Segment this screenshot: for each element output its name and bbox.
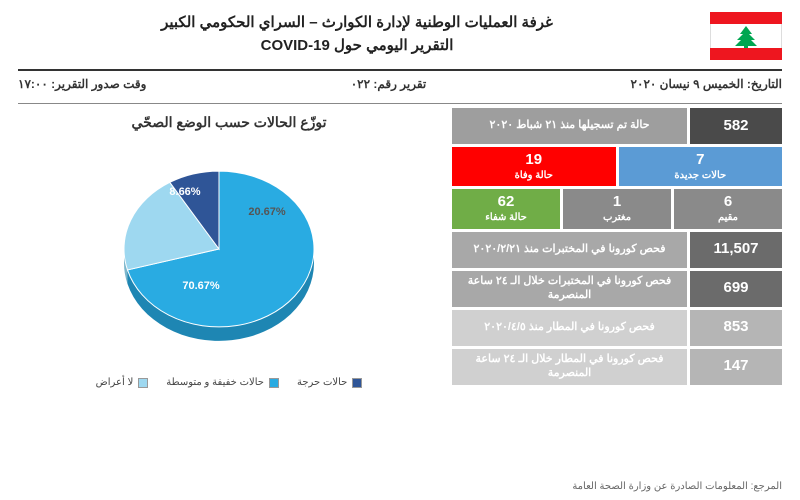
legend-item: لا أعراض (96, 377, 149, 388)
stat-deaths: 19حالة وفاة (452, 147, 616, 186)
stat-airport-total-value: 853 (690, 310, 782, 346)
stat-total-cases-value: 582 (690, 108, 782, 144)
stat-tests-total-label: فحص كورونا في المختبرات منذ ٢٠٢٠/٢/٢١ (452, 232, 687, 268)
stat-tests-total-value: 11,507 (690, 232, 782, 268)
pie-chart-title: توزّع الحالات حسب الوضع الصحّي (131, 114, 326, 131)
stat-recovered: 62حالة شفاء (452, 189, 560, 228)
stats-panel: 582 حالة تم تسجيلها منذ ٢١ شباط ٢٠٢٠ 7حا… (452, 108, 782, 388)
pie-chart: 70.67% 20.67% 8.66% (39, 139, 419, 369)
svg-text:70.67%: 70.67% (182, 280, 220, 292)
legend-item: حالات خفيفة و متوسطة (166, 377, 279, 388)
report-number: تقرير رقم: ٠٢٢ (351, 77, 427, 91)
title-line-1: غرفة العمليات الوطنية لإدارة الكوارث – ا… (18, 12, 696, 35)
pie-chart-area: توزّع الحالات حسب الوضع الصحّي 70.67% 20.… (18, 108, 440, 388)
report-date: التاريخ: الخميس ٩ نيسان ٢٠٢٠ (631, 77, 782, 91)
divider-thin (18, 103, 782, 104)
stat-total-cases-label: حالة تم تسجيلها منذ ٢١ شباط ٢٠٢٠ (452, 108, 687, 144)
title-line-2: التقرير اليومي حول COVID-19 (18, 35, 696, 58)
stat-airport-24h-value: 147 (690, 349, 782, 385)
stat-tests-24h-label: فحص كورونا في المختبرات خلال الـ ٢٤ ساعة… (452, 271, 687, 307)
stat-tests-24h-value: 699 (690, 271, 782, 307)
stat-airport-24h-label: فحص كورونا في المطار خلال الـ ٢٤ ساعة ال… (452, 349, 687, 385)
svg-text:20.67%: 20.67% (248, 206, 286, 218)
legend-item: حالات حرجة (297, 377, 362, 388)
source-footer: المرجع: المعلومات الصادرة عن وزارة الصحة… (572, 481, 782, 492)
stat-residents: 6مقيم (674, 189, 782, 228)
pie-legend: حالات حرجة حالات خفيفة و متوسطة لا أعراض (96, 377, 363, 388)
lebanon-flag (710, 12, 782, 63)
svg-text:8.66%: 8.66% (169, 186, 200, 198)
report-time: وقت صدور التقرير: ١٧:٠٠ (18, 77, 146, 91)
stat-airport-total-label: فحص كورونا في المطار منذ ٢٠٢٠/٤/٥ (452, 310, 687, 346)
divider (18, 69, 782, 71)
stat-expats: 1مغترب (563, 189, 671, 228)
stat-new-cases: 7حالات جديدة (619, 147, 783, 186)
